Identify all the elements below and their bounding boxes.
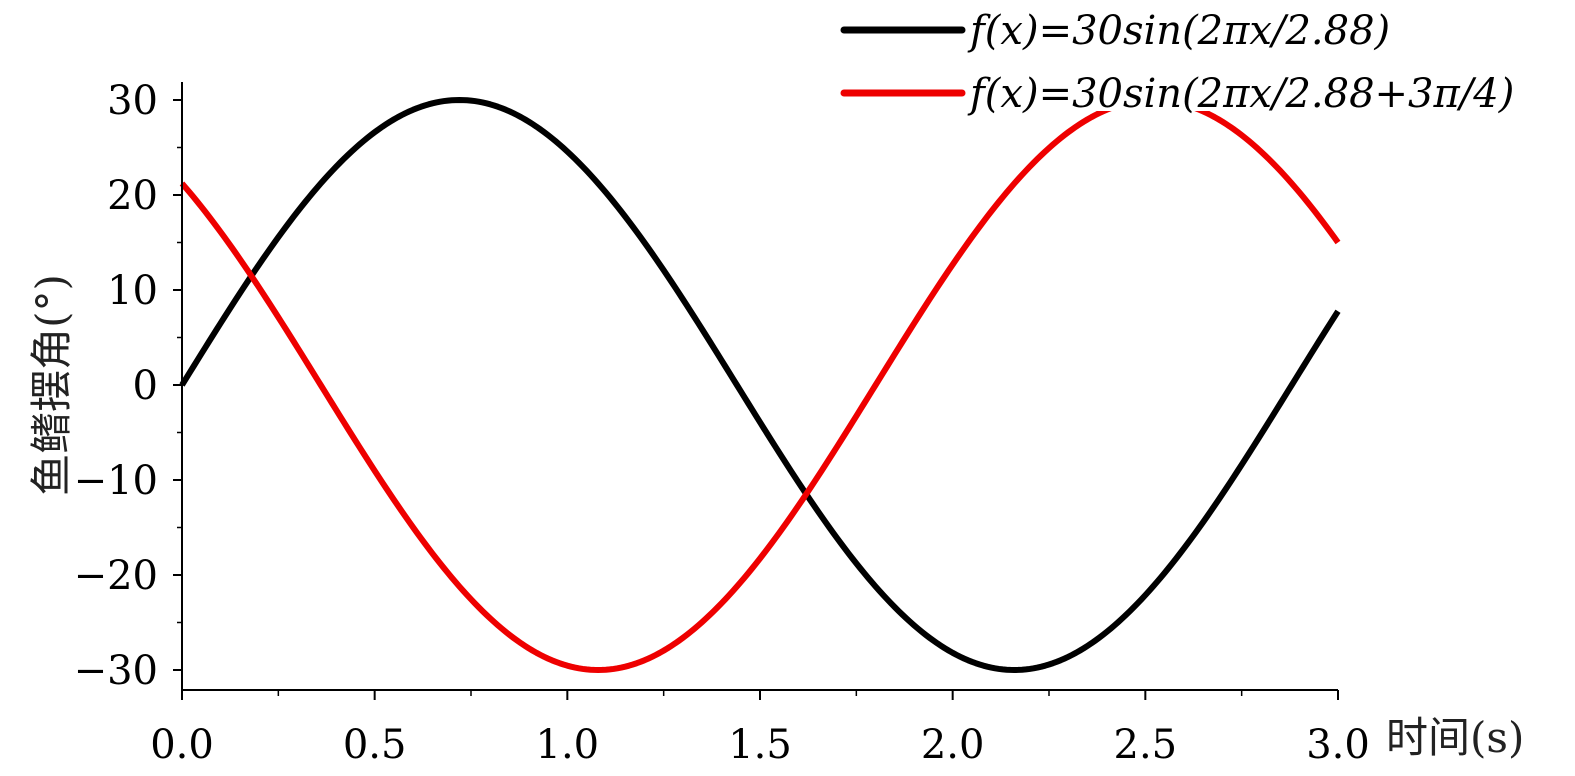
x-tick-label: 2.0 (921, 722, 985, 768)
legend-item-bg (966, 53, 1566, 111)
y-tick-label: −10 (74, 458, 158, 504)
series-line-2 (179, 97, 1341, 673)
series-line-1 (179, 97, 1341, 673)
x-tick-label: 3.0 (1306, 722, 1370, 768)
axes (173, 82, 1339, 700)
y-tick-label: −20 (74, 553, 158, 599)
legend-label: f(x)=30sin(2πx/2.88+3π/4) (967, 71, 1514, 117)
x-tick-label: 1.0 (536, 722, 600, 768)
y-tick-label: 0 (133, 363, 158, 409)
x-tick-label: 0.5 (343, 722, 407, 768)
legend-label: f(x)=30sin(2πx/2.88) (967, 8, 1390, 54)
plot-area (179, 97, 1341, 673)
x-tick-label: 1.5 (728, 722, 792, 768)
y-tick-label: 10 (107, 268, 158, 314)
y-axis-title: 鱼鳍摆角(°) (27, 274, 76, 496)
x-tick-label: 2.5 (1114, 722, 1178, 768)
legend-item-bg (966, 0, 1566, 48)
tick-labels: 30 20 10 0 −10 −20 −30 0.0 0.5 1.0 1.5 2.0 2.5 3.0 (74, 78, 1370, 768)
legend: f(x)=30sin(2πx/2.88) f(x)=30sin(2πx/2.88+… (840, 0, 1566, 117)
y-tick-label: 30 (107, 78, 158, 124)
y-tick-label: −30 (74, 648, 158, 694)
x-axis-title: 时间(s) (1386, 713, 1524, 762)
y-tick-label: 20 (107, 173, 158, 219)
x-tick-label: 0.0 (150, 722, 214, 768)
